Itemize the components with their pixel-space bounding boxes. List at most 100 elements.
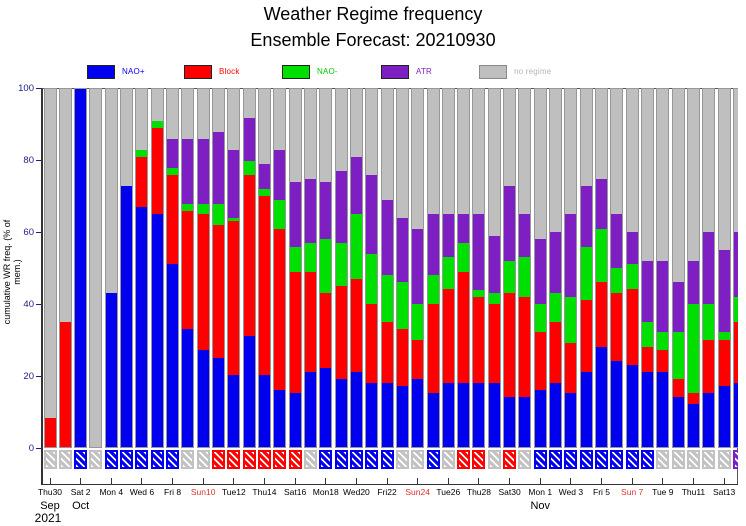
bar-segment-nao-plus: [687, 404, 699, 447]
stacked-bar: [89, 88, 103, 448]
bar-segment-nao-plus: [596, 346, 608, 447]
bar-segment-block: [565, 343, 577, 394]
legend-item-nao-plus: NAO+: [87, 64, 145, 79]
dominant-regime-box: [74, 450, 88, 469]
x-tick: [509, 478, 511, 484]
stacked-bar: [426, 88, 440, 448]
x-tick: [631, 478, 633, 484]
bar-segment-nao-minus: [274, 199, 286, 229]
bar-segment-atr: [488, 235, 500, 294]
bar-segment-no-regime: [687, 89, 699, 261]
bar-segment-block: [641, 346, 653, 372]
bar-segment-no-regime: [213, 89, 225, 132]
bar-segment-block: [427, 303, 439, 394]
dominant-regime-box: [227, 450, 241, 469]
bar-segment-nao-minus: [320, 239, 332, 294]
bar-segment-block: [213, 225, 225, 358]
bar-segment-nao-plus: [442, 382, 454, 447]
bar-segment-nao-plus: [320, 368, 332, 447]
bar-segment-nao-plus: [641, 371, 653, 447]
bar-segment-block: [258, 196, 270, 376]
bar-segment-atr: [289, 182, 301, 247]
bar-segment-block: [151, 128, 163, 215]
bar-segment-nao-minus: [213, 203, 225, 226]
bar-segment-block: [626, 289, 638, 365]
bar-segment-nao-minus: [626, 264, 638, 290]
x-tick: [601, 478, 603, 484]
bar-segment-block: [657, 350, 669, 372]
bar-segment-no-regime: [274, 89, 286, 150]
x-tick: [723, 478, 725, 484]
x-tick: [386, 478, 388, 484]
bar-segment-block: [228, 221, 240, 376]
bar-segment-block: [381, 321, 393, 383]
bar-segment-atr: [703, 232, 715, 304]
bar-segment-no-regime: [121, 89, 133, 186]
bar-segment-nao-plus: [396, 386, 408, 447]
bar-segment-nao-plus: [151, 214, 163, 447]
bar-segment-atr: [412, 228, 424, 304]
x-tick: [355, 478, 357, 484]
bar-segment-no-regime: [412, 89, 424, 229]
bar-segment-atr: [473, 214, 485, 290]
y-tick-label: 60: [23, 226, 34, 238]
bar-segment-atr: [228, 149, 240, 218]
bar-segment-block: [473, 296, 485, 383]
bar-segment-nao-plus: [182, 328, 194, 447]
bar-segment-atr: [580, 185, 592, 247]
bar-segment-nao-minus: [304, 242, 316, 272]
bar-segment-block: [442, 289, 454, 383]
bar-segment-block: [304, 271, 316, 372]
bar-segment-nao-plus: [427, 393, 439, 447]
dominant-regime-box: [150, 450, 164, 469]
bar-segment-atr: [550, 232, 562, 294]
dominant-regime-box: [426, 450, 440, 469]
month-label: Oct: [72, 500, 90, 512]
bar-segment-nao-plus: [121, 185, 133, 447]
x-tick-label: Sat16: [284, 487, 307, 497]
x-tick: [233, 478, 235, 484]
x-tick: [539, 478, 541, 484]
bar-segment-nao-minus: [335, 242, 347, 286]
bar-segment-atr: [320, 182, 332, 240]
bar-segment-no-regime: [243, 89, 255, 118]
bar-segment-no-regime: [90, 89, 102, 447]
bar-segment-atr: [442, 214, 454, 258]
nao-minus-swatch-icon: [282, 64, 310, 79]
bar-segment-nao-minus: [733, 296, 738, 322]
bar-segment-nao-minus: [258, 189, 270, 197]
bar-segment-no-regime: [458, 88, 470, 215]
bar-segment-atr: [197, 139, 209, 204]
dominant-regime-box: [518, 450, 532, 469]
dominant-regime-box: [43, 450, 57, 469]
bar-segment-nao-plus: [611, 361, 623, 447]
bar-segment-atr: [733, 232, 738, 297]
bar-segment-nao-plus: [504, 396, 516, 447]
dominant-regime-box: [487, 450, 501, 469]
dominant-regime-box: [579, 450, 593, 469]
legend-label: NAO+: [122, 67, 145, 76]
bar-segment-nao-minus: [504, 260, 516, 294]
bar-segment-no-regime: [580, 88, 592, 186]
bar-segment-nao-minus: [473, 289, 485, 297]
x-tick: [172, 478, 174, 484]
x-tick-label: Wed 6: [129, 487, 155, 497]
stacked-bar: [717, 88, 731, 448]
bar-segment-nao-plus: [718, 386, 730, 447]
stacked-bar: [196, 88, 210, 448]
bar-segment-nao-plus: [105, 293, 117, 447]
dominant-regime-box: [196, 450, 210, 469]
bar-segment-no-regime: [182, 89, 194, 140]
bar-segment-nao-plus: [75, 89, 87, 447]
stacked-bar: [365, 88, 379, 448]
bar-segment-block: [167, 174, 179, 265]
y-tick-label: 20: [23, 370, 34, 382]
bar-segment-atr: [167, 139, 179, 168]
stacked-bar: [671, 88, 685, 448]
bar-segment-nao-minus: [167, 167, 179, 175]
bar-segment-block: [289, 271, 301, 394]
dominant-regime-box: [503, 450, 517, 469]
bar-segment-nao-minus: [381, 275, 393, 322]
x-tick: [80, 478, 82, 484]
bar-segment-atr: [304, 178, 316, 243]
